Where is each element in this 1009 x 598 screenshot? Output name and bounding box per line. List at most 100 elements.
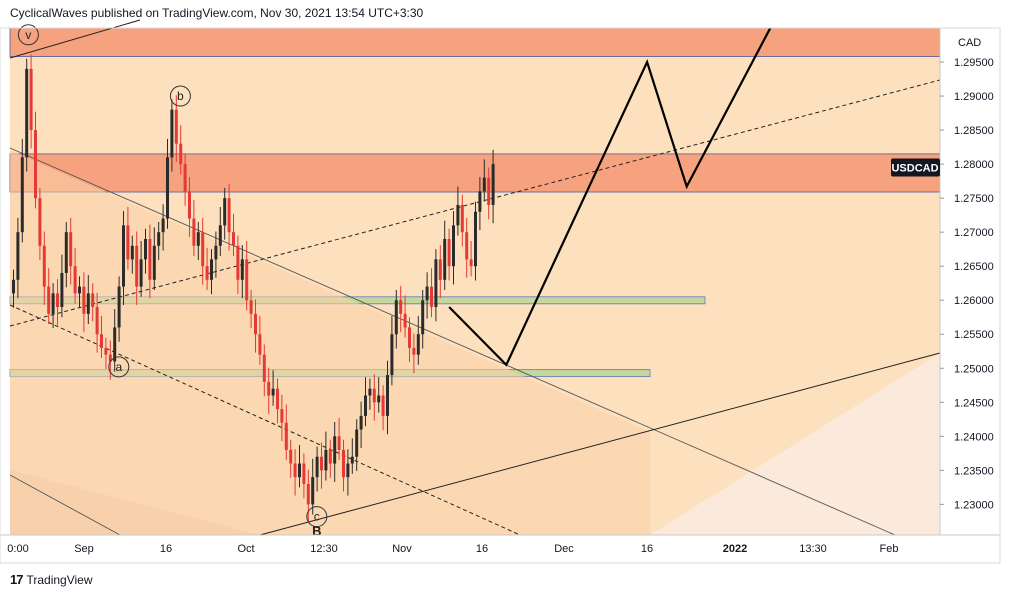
candle-body (38, 198, 42, 246)
candle-body (152, 245, 156, 280)
candle-body (25, 68, 29, 158)
candle-body (403, 313, 407, 328)
candle-body (324, 449, 328, 471)
candle-body (196, 232, 200, 246)
price-tick-label: 1.25500 (954, 329, 994, 341)
candles (12, 54, 495, 523)
price-tick-label: 1.27500 (954, 193, 994, 205)
dashed-channel-lower (9, 304, 521, 536)
trend-lines (9, 19, 941, 536)
candle-body (377, 395, 381, 403)
candle-body (91, 293, 95, 308)
candle-body (284, 422, 288, 450)
candle-body (183, 164, 187, 192)
time-tick-label: 2022 (723, 543, 747, 555)
candle-body (20, 157, 24, 233)
candle-body (108, 354, 112, 362)
wave-label-v: v (25, 28, 31, 42)
time-tick-label: Dec (554, 543, 574, 555)
candle-body (271, 388, 275, 396)
price-axis-bg (940, 28, 1000, 535)
currency-label: CAD (958, 37, 981, 49)
candle-body (320, 456, 323, 471)
candle-body (100, 334, 103, 348)
candle-body (491, 164, 495, 205)
candle-body (416, 334, 420, 355)
price-tick-label: 1.28000 (954, 159, 994, 171)
candle-body (218, 225, 222, 246)
channel-band-lower (10, 470, 260, 535)
price-tick-label: 1.29000 (954, 91, 994, 103)
wave-label-a: a (115, 360, 122, 374)
candle-body (16, 232, 20, 280)
chart-frame (0, 27, 1001, 564)
candle-body (201, 232, 205, 267)
price-tick-label: 1.26500 (954, 261, 994, 273)
candle-body (60, 272, 64, 308)
candle-body (47, 286, 51, 314)
candle-body (34, 130, 37, 199)
wave-label-circle (17, 24, 39, 46)
candle-body (474, 211, 477, 267)
last-price-badge (891, 158, 940, 177)
candle-body (276, 388, 279, 410)
wave-label-circle (108, 356, 130, 378)
wave-label-B: B (312, 524, 321, 539)
price-tick-label: 1.27000 (954, 227, 994, 239)
candle-body (210, 259, 213, 280)
upper-line (9, 19, 141, 59)
candle-body (223, 198, 227, 226)
candle-body (412, 347, 416, 355)
candle-body (69, 232, 73, 267)
candle-body (135, 245, 139, 287)
candle-body (372, 388, 376, 403)
candle-body (174, 109, 178, 144)
candle-body (170, 109, 174, 158)
last-price-label: USDCAD (891, 163, 938, 175)
candle-body (113, 327, 117, 362)
candle-body (245, 259, 249, 301)
axes: CAD 1.29500 1.29000 1.28500 1.28000 1.27500 1.… (0, 27, 1001, 564)
time-tick-label: Sep (74, 543, 94, 555)
candle-body (122, 225, 125, 287)
candle-body (333, 436, 337, 464)
candle-body (359, 415, 363, 430)
candle-body (368, 388, 372, 396)
candle-body (447, 238, 451, 267)
candle-body (311, 477, 315, 505)
candle-body (482, 177, 486, 192)
footer: 17 TradingView (10, 572, 93, 587)
time-tick-label: 16 (160, 543, 172, 555)
price-tick-label: 1.29500 (954, 57, 994, 69)
candle-body (73, 266, 77, 294)
candle-body (452, 225, 455, 267)
candle-body (302, 463, 306, 484)
publisher-attribution: CyclicalWaves published on TradingView.c… (10, 6, 424, 20)
footer-brand[interactable]: TradingView (26, 572, 93, 587)
projection-area (650, 353, 940, 535)
candle-body (240, 259, 244, 280)
candle-body (460, 204, 464, 233)
candle-body (144, 238, 147, 260)
candle-body (161, 218, 165, 233)
candle-body (56, 293, 59, 308)
candle-body (443, 238, 447, 280)
candle-body (205, 266, 209, 280)
candle-body (456, 204, 460, 226)
candle-body (258, 334, 262, 355)
time-axis-bg (0, 535, 1000, 563)
candle-body (78, 286, 81, 294)
candle-body (232, 232, 235, 246)
candle-body (166, 157, 169, 219)
candle-body (315, 456, 319, 478)
candle-body (148, 238, 152, 280)
price-tick-label: 1.24000 (954, 431, 994, 443)
candle-body (29, 68, 33, 131)
candle-body (82, 286, 86, 314)
tradingview-logo-icon: 17 (10, 572, 24, 587)
wave-projection (448, 27, 772, 367)
candle-body (254, 313, 257, 335)
price-tick-label: 1.23500 (954, 465, 994, 477)
time-tick-label: Nov (392, 543, 412, 555)
